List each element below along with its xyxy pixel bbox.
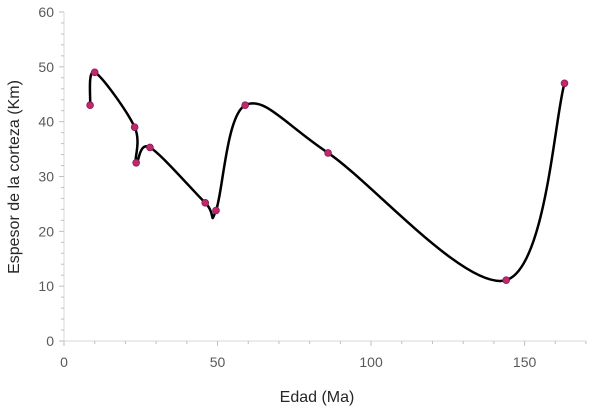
data-point	[241, 101, 249, 110]
y-tick-label: 60	[38, 4, 54, 20]
y-tick-label: 10	[38, 278, 54, 294]
data-point	[132, 158, 140, 167]
y-tick-label: 0	[46, 333, 54, 349]
data-point	[90, 68, 99, 77]
y-tick-label: 40	[38, 114, 54, 130]
data-point	[324, 149, 332, 157]
data-point	[201, 199, 210, 207]
tick-labels: 0 10 20 30 40 50 60 0 50 100 150	[38, 4, 536, 370]
data-point	[86, 101, 94, 110]
x-tick-label: 100	[359, 354, 383, 370]
x-axis-label: Edad (Ma)	[280, 389, 355, 406]
data-point	[146, 143, 154, 152]
series-line	[88, 71, 566, 283]
markers	[86, 68, 569, 284]
data-point	[560, 79, 569, 88]
ticks	[59, 11, 587, 346]
x-tick-label: 50	[210, 354, 226, 370]
data-point	[212, 206, 220, 215]
axes	[63, 12, 586, 342]
y-axis-label: Espesor de la corteza (Km)	[6, 80, 23, 274]
y-tick-label: 30	[38, 169, 54, 185]
data-point	[502, 276, 510, 284]
y-tick-label: 50	[38, 59, 54, 75]
x-tick-label: 150	[513, 354, 537, 370]
x-tick-label: 0	[60, 354, 68, 370]
data-point	[130, 123, 139, 131]
y-tick-label: 20	[38, 223, 54, 239]
